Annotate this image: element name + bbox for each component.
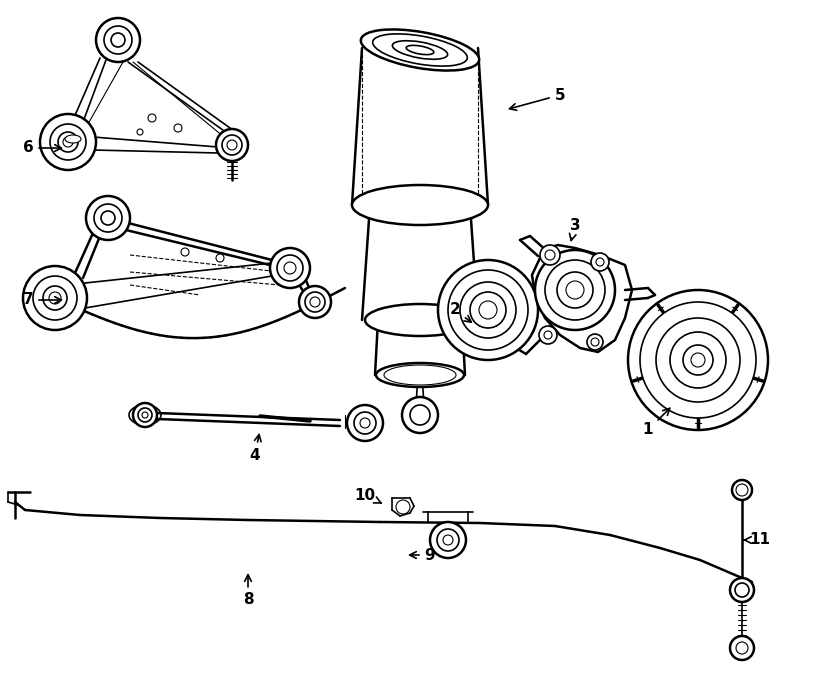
Circle shape <box>284 262 296 274</box>
Circle shape <box>396 500 410 514</box>
Circle shape <box>104 26 132 54</box>
Circle shape <box>299 286 331 318</box>
Text: 8: 8 <box>242 574 253 607</box>
Circle shape <box>448 270 528 350</box>
Circle shape <box>736 484 748 496</box>
Circle shape <box>402 397 438 433</box>
Circle shape <box>96 18 140 62</box>
Circle shape <box>640 302 756 418</box>
Circle shape <box>305 292 325 312</box>
Text: 6: 6 <box>23 141 62 156</box>
Text: 2: 2 <box>450 303 471 322</box>
Text: 9: 9 <box>409 548 436 563</box>
Circle shape <box>58 132 78 152</box>
Circle shape <box>94 204 122 232</box>
Ellipse shape <box>376 363 464 387</box>
Circle shape <box>174 124 182 132</box>
Circle shape <box>23 266 87 330</box>
Circle shape <box>691 353 705 367</box>
Circle shape <box>410 405 430 425</box>
Circle shape <box>656 318 740 402</box>
Circle shape <box>137 129 143 135</box>
Circle shape <box>310 297 320 307</box>
Circle shape <box>133 403 157 427</box>
Ellipse shape <box>352 185 488 225</box>
Circle shape <box>216 254 224 262</box>
Circle shape <box>591 338 599 346</box>
Ellipse shape <box>65 135 81 143</box>
Circle shape <box>545 250 555 260</box>
Ellipse shape <box>406 45 434 55</box>
Circle shape <box>277 255 303 281</box>
Circle shape <box>33 276 77 320</box>
Circle shape <box>736 642 748 654</box>
Text: 7: 7 <box>23 292 62 307</box>
Circle shape <box>347 405 383 441</box>
Text: 10: 10 <box>354 488 381 503</box>
Circle shape <box>732 480 752 500</box>
Ellipse shape <box>384 365 456 385</box>
Circle shape <box>683 345 713 375</box>
Circle shape <box>430 522 466 558</box>
Circle shape <box>535 250 615 330</box>
Circle shape <box>216 129 248 161</box>
Circle shape <box>86 196 130 240</box>
Circle shape <box>730 636 754 660</box>
Circle shape <box>438 260 538 360</box>
Circle shape <box>540 245 560 265</box>
Circle shape <box>730 578 754 602</box>
Circle shape <box>545 260 605 320</box>
Circle shape <box>148 114 156 122</box>
Circle shape <box>544 331 552 339</box>
Circle shape <box>181 248 189 256</box>
Circle shape <box>40 114 96 170</box>
Circle shape <box>735 583 749 597</box>
Ellipse shape <box>361 29 479 70</box>
Circle shape <box>360 418 370 428</box>
Circle shape <box>111 33 125 47</box>
Circle shape <box>142 412 148 418</box>
Circle shape <box>566 281 584 299</box>
Circle shape <box>227 140 237 150</box>
Circle shape <box>270 248 310 288</box>
Text: 5: 5 <box>510 87 566 110</box>
Text: 11: 11 <box>744 533 770 548</box>
Circle shape <box>539 326 557 344</box>
Circle shape <box>222 135 242 155</box>
Circle shape <box>670 332 726 388</box>
Circle shape <box>470 292 506 328</box>
Ellipse shape <box>392 41 448 59</box>
Circle shape <box>101 211 115 225</box>
Circle shape <box>50 124 86 160</box>
Circle shape <box>354 412 376 434</box>
Text: 1: 1 <box>643 408 670 438</box>
Circle shape <box>587 334 603 350</box>
Ellipse shape <box>129 405 161 425</box>
Circle shape <box>63 137 73 147</box>
Circle shape <box>443 535 453 545</box>
Circle shape <box>596 258 604 266</box>
Text: 4: 4 <box>250 434 261 462</box>
Text: 3: 3 <box>570 217 580 240</box>
Circle shape <box>43 286 67 310</box>
Circle shape <box>437 529 459 551</box>
Circle shape <box>628 290 768 430</box>
Circle shape <box>479 301 497 319</box>
Circle shape <box>557 272 593 308</box>
Circle shape <box>138 408 152 422</box>
Circle shape <box>460 282 516 338</box>
Circle shape <box>49 292 61 304</box>
Ellipse shape <box>365 304 475 336</box>
Ellipse shape <box>372 34 468 66</box>
Circle shape <box>591 253 609 271</box>
